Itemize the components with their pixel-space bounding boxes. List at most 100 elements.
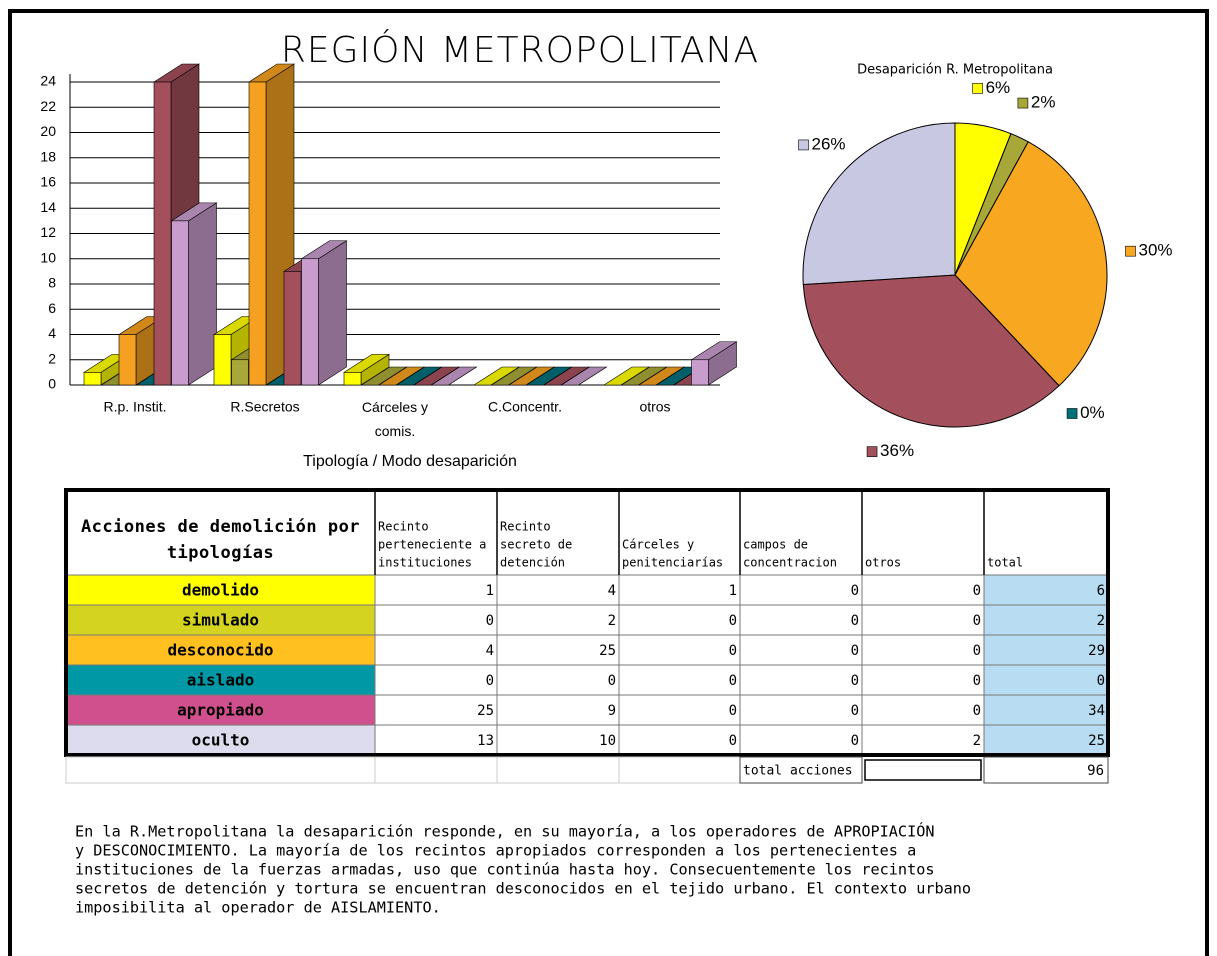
- cell-value: 2: [973, 733, 981, 749]
- table-cell: [739, 694, 863, 726]
- bar: [213, 334, 232, 386]
- table-cell: [374, 694, 498, 726]
- table-cell: [739, 724, 863, 756]
- cell-value: 4: [608, 583, 616, 599]
- bar-side: [318, 240, 347, 386]
- column-header: instituciones: [378, 556, 472, 570]
- pie-slice: [954, 141, 1108, 387]
- y-tick-label: 10: [40, 249, 56, 265]
- slice-label: 2%: [1031, 93, 1056, 112]
- cell-value: 29: [1088, 643, 1105, 659]
- bar: [343, 372, 362, 386]
- cell-value: 2: [608, 613, 616, 629]
- y-tick-label: 22: [40, 98, 56, 114]
- cell-value: 0: [486, 673, 494, 689]
- x-tick-label: R.p. Instit.: [103, 399, 166, 415]
- y-tick-label: 16: [40, 174, 56, 190]
- column-header: campos de: [743, 538, 808, 552]
- bar-side: [188, 202, 217, 386]
- cell-value: 0: [851, 673, 859, 689]
- x-tick-label: Cárceles y comis.: [362, 399, 428, 439]
- table-cell: [983, 574, 1109, 606]
- table-cell: [983, 664, 1109, 696]
- cell-value: 0: [973, 643, 981, 659]
- row-label-cell: [65, 694, 376, 726]
- slice-label: 0%: [1080, 403, 1105, 422]
- x-tick-label: otros: [639, 399, 670, 415]
- bar: [171, 220, 189, 386]
- table-cell: [618, 634, 741, 666]
- bar-chart-title: REGIÓN METROPOLITANA: [281, 29, 759, 71]
- cell-value: 0: [851, 643, 859, 659]
- paragraph-line: y DESCONOCIMIENTO. La mayoría de los rec…: [75, 842, 916, 860]
- total-header-cell: [984, 490, 1108, 575]
- y-tick-label: 2: [48, 350, 56, 366]
- cell-value: 9: [608, 703, 616, 719]
- cell-value: 13: [477, 733, 494, 749]
- table-cell: [374, 574, 498, 606]
- cell-value: 1: [486, 583, 494, 599]
- column-header: Recinto: [500, 520, 551, 534]
- cell-value: 2: [1097, 613, 1105, 629]
- y-tick-label: 24: [40, 73, 56, 89]
- table-cell: [618, 604, 741, 636]
- table-cell: [374, 634, 498, 666]
- paragraph-line: instituciones de la fuerzas armadas, uso…: [75, 861, 935, 879]
- paragraph-line: imposibilita al operador de AISLAMIENTO.: [75, 899, 441, 917]
- row-label: apropiado: [177, 701, 264, 720]
- cell-value: 0: [851, 583, 859, 599]
- total-label-cell: [739, 756, 863, 784]
- legend-swatch: [1125, 245, 1136, 257]
- table-cell: [374, 604, 498, 636]
- bar: [248, 81, 267, 386]
- cell-value: 0: [973, 673, 981, 689]
- cell-value: 0: [851, 733, 859, 749]
- table-cell: [861, 604, 985, 636]
- table-cell: [739, 634, 863, 666]
- bar: [153, 81, 172, 386]
- bar: [691, 359, 709, 386]
- column-header: perteneciente a: [378, 538, 486, 552]
- table-cell: [739, 574, 863, 606]
- table-cell: [496, 694, 620, 726]
- table-cell: [861, 634, 985, 666]
- total-value: 96: [1087, 763, 1104, 779]
- table-cell: [618, 724, 741, 756]
- table-cell: [496, 574, 620, 606]
- total-blank: [864, 759, 982, 781]
- cell-value: 0: [1097, 673, 1105, 689]
- table-cell: [739, 664, 863, 696]
- legend-swatch: [1017, 97, 1029, 109]
- paragraph-line: secretos de detención y tortura se encue…: [75, 880, 971, 898]
- legend-swatch: [972, 83, 983, 94]
- column-header: Recinto: [378, 520, 429, 534]
- table-title: tipologías: [167, 543, 274, 563]
- table-cell: [496, 604, 620, 636]
- y-tick-label: 12: [40, 224, 56, 240]
- table-cell: [861, 724, 985, 756]
- cell-value: 0: [729, 673, 737, 689]
- row-label: simulado: [182, 611, 259, 630]
- table-cell: [496, 634, 620, 666]
- table-cell: [983, 634, 1109, 666]
- row-label-cell: [65, 724, 376, 756]
- bar-top: [560, 366, 608, 386]
- y-tick-label: 14: [40, 199, 56, 215]
- slice-label: 26%: [811, 134, 845, 153]
- legend-swatch: [866, 446, 878, 457]
- table-cell: [861, 574, 985, 606]
- total-cell: [983, 756, 1109, 784]
- bar: [118, 334, 137, 386]
- cell-value: 0: [729, 643, 737, 659]
- column-header: otros: [865, 556, 901, 570]
- bar-top: [430, 366, 478, 386]
- y-tick-label: 6: [48, 300, 56, 316]
- slice-label: 36%: [880, 441, 914, 460]
- cell-value: 0: [729, 613, 737, 629]
- bar: [83, 372, 102, 386]
- bar: [283, 271, 302, 386]
- y-tick-label: 8: [48, 275, 56, 291]
- table-cell: [983, 604, 1109, 636]
- pie-slice: [802, 274, 1060, 428]
